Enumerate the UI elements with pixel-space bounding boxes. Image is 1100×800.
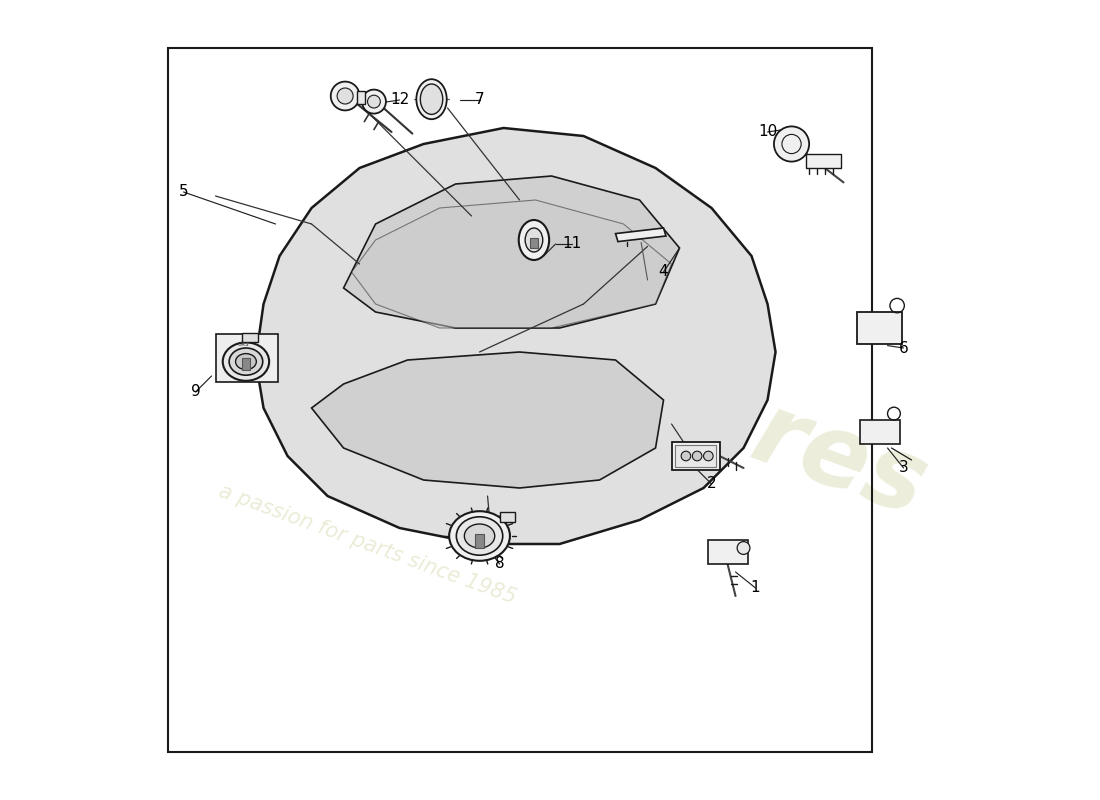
Ellipse shape [235,354,256,370]
Text: 3: 3 [899,461,909,475]
Text: 9: 9 [190,385,200,399]
Bar [859,420,900,444]
Bar [857,312,902,344]
Bar [242,333,257,342]
Text: 5: 5 [178,185,188,199]
Circle shape [681,451,691,461]
Circle shape [692,451,702,461]
Text: eurospares: eurospares [311,230,939,538]
Text: 12: 12 [389,93,409,107]
Text: GRS: GRS [238,342,250,346]
Ellipse shape [229,348,263,375]
Bar [707,540,748,564]
Bar [530,238,538,248]
Ellipse shape [222,342,270,381]
Polygon shape [311,352,663,488]
Bar [358,91,365,104]
Circle shape [362,90,386,114]
Ellipse shape [525,228,542,252]
Polygon shape [343,176,680,328]
Bar [242,358,250,370]
Polygon shape [352,200,671,328]
Bar [806,154,842,168]
Bar [216,334,278,382]
Text: 10: 10 [758,125,778,139]
Text: 8: 8 [495,557,505,571]
Ellipse shape [519,220,549,260]
Circle shape [774,126,810,162]
Ellipse shape [449,511,510,561]
Circle shape [337,88,353,104]
Text: 6: 6 [899,341,909,355]
Text: a passion for parts since 1985: a passion for parts since 1985 [216,481,518,607]
Bar [674,445,716,467]
Bar [671,442,719,470]
Circle shape [737,542,750,554]
Bar [475,534,484,548]
Text: 1: 1 [750,581,760,595]
Polygon shape [616,228,666,242]
Circle shape [331,82,360,110]
Text: 7: 7 [475,93,484,107]
Ellipse shape [464,524,495,548]
Text: 11: 11 [562,237,581,251]
Bar [167,48,871,752]
Circle shape [367,95,381,108]
Polygon shape [255,128,776,544]
Ellipse shape [416,79,447,119]
Ellipse shape [420,84,442,114]
Ellipse shape [456,517,503,555]
Bar [500,512,515,522]
Text: 4: 4 [659,265,669,279]
Text: 2: 2 [706,477,716,491]
Circle shape [704,451,713,461]
